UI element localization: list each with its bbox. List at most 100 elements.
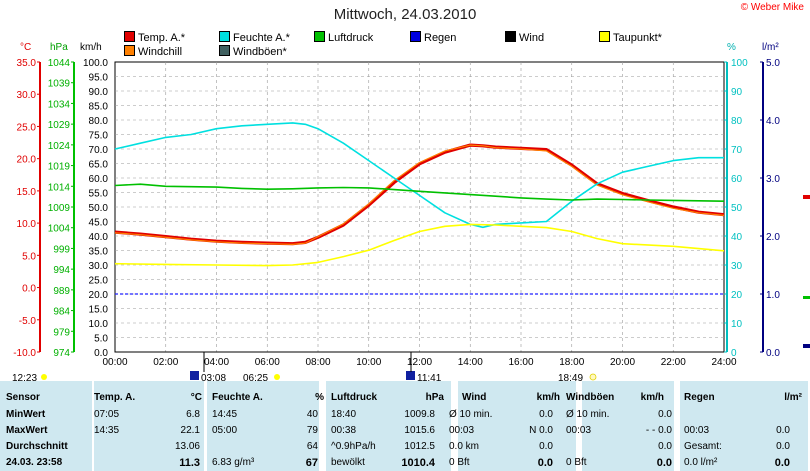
legend-label: Windchill bbox=[138, 46, 183, 58]
edge-temp-mark bbox=[803, 195, 810, 199]
table-cell: 79 bbox=[306, 425, 318, 436]
table-cell: 40 bbox=[306, 409, 318, 420]
legend-label: Luftdruck bbox=[328, 32, 374, 44]
x-tick-label: 24:00 bbox=[711, 357, 736, 368]
humidity-tick-label: 20 bbox=[731, 290, 743, 301]
legend-label: Taupunkt* bbox=[613, 32, 662, 44]
x-tick-label: 20:00 bbox=[610, 357, 635, 368]
pressure-tick-label: 984 bbox=[53, 307, 70, 318]
temp-tick-label: 15.0 bbox=[17, 187, 37, 198]
wind-tick-label: 5.0 bbox=[94, 334, 108, 345]
table-cell: 1012.5 bbox=[404, 441, 435, 452]
sunset-icon bbox=[589, 373, 597, 381]
pressure-tick-label: 1014 bbox=[48, 182, 71, 193]
table-header: Temp. A. bbox=[94, 392, 136, 403]
table-header: km/h bbox=[536, 392, 560, 403]
table-cell: 0.0 bbox=[537, 457, 553, 469]
humidity-tick-label: 90 bbox=[731, 87, 743, 98]
table-cell: 0.0 bbox=[539, 409, 553, 420]
table-cell: 0.0 l/m² bbox=[684, 457, 718, 468]
x-tick-label: 06:00 bbox=[255, 357, 280, 368]
wind-tick-label: 95.0 bbox=[89, 73, 109, 84]
humidity-tick-label: 60 bbox=[731, 174, 743, 185]
credit-label: © Weber Mike bbox=[740, 2, 804, 13]
table-cell: N 0.0 bbox=[529, 425, 553, 436]
wind-tick-label: 25.0 bbox=[89, 276, 109, 287]
stats-column-bg bbox=[582, 381, 674, 471]
x-tick-label: 12:00 bbox=[407, 357, 432, 368]
legend-swatch bbox=[124, 45, 135, 56]
rain-tick-label: 1.0 bbox=[766, 290, 780, 301]
stats-column-bg bbox=[0, 381, 92, 471]
rain-tick-label: 5.0 bbox=[766, 58, 780, 69]
series-windchill bbox=[114, 144, 725, 245]
pressure-tick-label: 974 bbox=[53, 348, 70, 359]
pressure-tick-label: 999 bbox=[53, 244, 70, 255]
wind-tick-label: 55.0 bbox=[89, 189, 109, 200]
table-header: km/h bbox=[640, 392, 664, 403]
table-cell: 0.0 bbox=[776, 425, 790, 436]
table-header: Wind bbox=[462, 392, 487, 403]
legend-swatch bbox=[219, 31, 230, 42]
sunrise-label: 06:25 bbox=[243, 373, 268, 384]
rain-tick-label: 2.0 bbox=[766, 232, 780, 243]
wind-tick-label: 10.0 bbox=[89, 319, 109, 330]
legend-item: Feuchte A.* bbox=[219, 31, 290, 44]
legend-label: Feuchte A.* bbox=[233, 32, 290, 44]
pressure-tick-label: 1019 bbox=[48, 162, 71, 173]
edge-rain-mark bbox=[803, 344, 810, 348]
max-time-label: 11:41 bbox=[417, 373, 442, 384]
temp-tick-label: -10.0 bbox=[13, 348, 36, 359]
table-cell: Ø 10 min. bbox=[449, 409, 493, 420]
x-tick-label: 22:00 bbox=[661, 357, 686, 368]
humidity-tick-label: 100 bbox=[731, 58, 748, 69]
stats-column-bg bbox=[94, 381, 204, 471]
x-tick-label: 10:00 bbox=[356, 357, 381, 368]
table-cell: Ø 10 min. bbox=[566, 409, 610, 420]
temp-tick-label: 25.0 bbox=[17, 122, 37, 133]
humidity-tick-label: 70 bbox=[731, 145, 743, 156]
rain-unit-label: l/m² bbox=[762, 42, 779, 53]
humidity-tick-label: 80 bbox=[731, 116, 743, 127]
pressure-tick-label: 994 bbox=[53, 265, 70, 276]
legend-item: Temp. A.* bbox=[124, 31, 185, 44]
wind-tick-label: 60.0 bbox=[89, 174, 109, 185]
legend-swatch bbox=[314, 31, 325, 42]
stats-column-bg bbox=[680, 381, 808, 471]
x-tick-label: 02:00 bbox=[153, 357, 178, 368]
table-cell: 1010.4 bbox=[401, 457, 435, 469]
pressure-tick-label: 1044 bbox=[48, 58, 71, 69]
table-cell: 0 Bft bbox=[449, 457, 470, 468]
table-cell: bewölkt bbox=[331, 457, 365, 468]
min-time-label: 03:08 bbox=[201, 373, 226, 384]
pressure-tick-label: 1009 bbox=[48, 203, 71, 214]
wind-tick-label: 75.0 bbox=[89, 131, 109, 142]
wind-tick-label: 35.0 bbox=[89, 247, 109, 258]
edge-pressure-mark bbox=[803, 296, 810, 299]
table-header: hPa bbox=[425, 392, 444, 403]
temp-tick-label: 10.0 bbox=[17, 219, 37, 230]
pressure-tick-label: 979 bbox=[53, 327, 70, 338]
temp-tick-label: 0.0 bbox=[22, 284, 36, 295]
pressure-tick-label: 1034 bbox=[48, 99, 71, 110]
table-cell: ^0.9hPa/h bbox=[331, 441, 376, 452]
left-time-label: 12:23 bbox=[12, 373, 37, 384]
wind-tick-label: 20.0 bbox=[89, 290, 109, 301]
sunrise-icon bbox=[274, 374, 280, 380]
table-cell: - - 0.0 bbox=[645, 425, 672, 436]
series-temp-a bbox=[114, 143, 725, 246]
stats-column-bg bbox=[458, 381, 576, 471]
legend-swatch bbox=[219, 45, 230, 56]
table-header: Sensor bbox=[6, 392, 40, 403]
series-feuchte-a bbox=[114, 122, 724, 229]
table-header: Luftdruck bbox=[331, 392, 378, 403]
table-cell: 07:05 bbox=[94, 409, 120, 420]
temp-tick-label: 5.0 bbox=[22, 251, 36, 262]
stats-column-bg bbox=[207, 381, 319, 471]
pressure-unit-label: hPa bbox=[50, 42, 68, 53]
table-cell: 0.0 km bbox=[449, 441, 480, 452]
legend-item: Windböen* bbox=[219, 45, 287, 58]
temp-tick-label: 30.0 bbox=[17, 90, 37, 101]
row-label: 24.03. 23:58 bbox=[6, 457, 63, 468]
